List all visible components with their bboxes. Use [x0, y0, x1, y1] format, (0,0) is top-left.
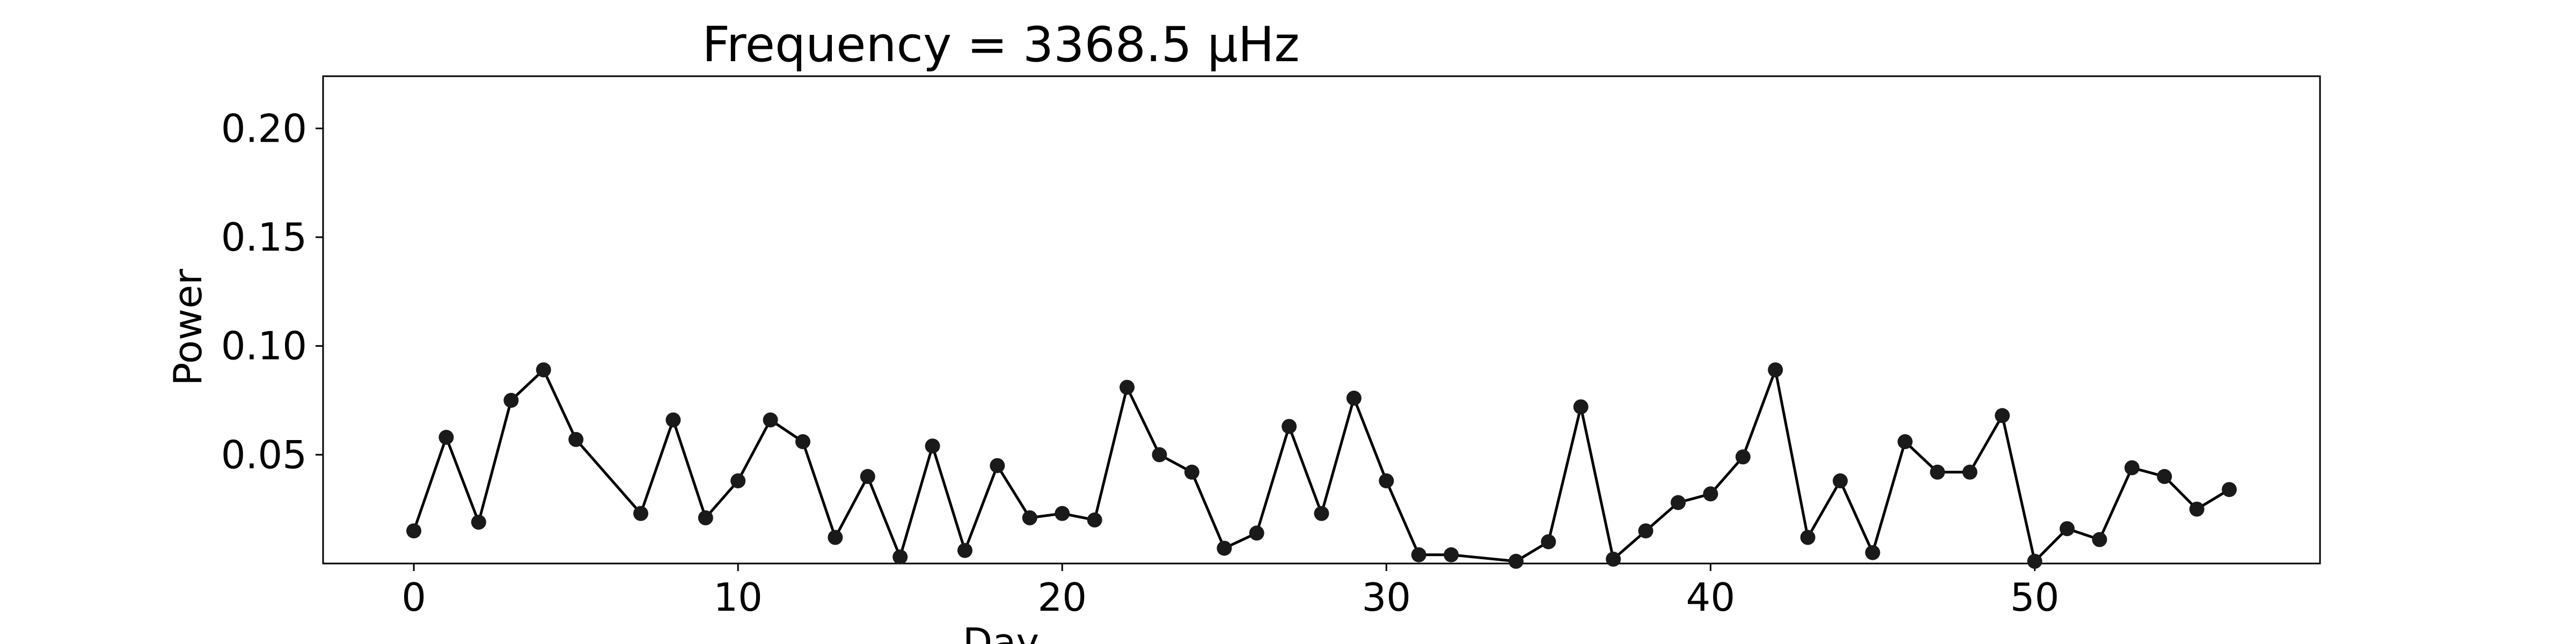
- data-point: [892, 549, 908, 565]
- data-point: [698, 510, 713, 525]
- data-point: [1703, 486, 1718, 502]
- data-point: [2124, 460, 2140, 475]
- y-tick-label: 0.15: [221, 215, 307, 260]
- chart-title: Frequency = 3368.5 μHz: [702, 17, 1299, 73]
- data-point: [957, 543, 972, 558]
- data-point: [2157, 469, 2172, 484]
- data-point: [536, 362, 551, 378]
- data-point: [1314, 506, 1329, 521]
- data-point: [795, 434, 810, 449]
- data-point: [2059, 521, 2075, 537]
- data-point: [1249, 525, 1264, 541]
- data-point: [1346, 390, 1362, 406]
- y-axis-ticks: 0.05 0.10 0.15 0.20: [221, 106, 323, 477]
- data-point: [1152, 447, 1167, 463]
- data-point: [2092, 532, 2107, 547]
- y-axis-label: Power: [165, 269, 210, 386]
- data-point: [1735, 449, 1751, 465]
- data-point: [1379, 473, 1394, 488]
- data-point: [990, 458, 1005, 473]
- data-point: [438, 429, 454, 445]
- data-point: [860, 469, 875, 484]
- data-point: [406, 523, 422, 539]
- data-point: [1087, 512, 1102, 528]
- axes: [322, 75, 2321, 565]
- data-point: [1573, 399, 1589, 415]
- data-series: [406, 362, 2237, 569]
- x-axis-ticks: 0 10 20 30 40 50: [401, 564, 2059, 620]
- x-axis-label: Day: [963, 620, 1039, 644]
- data-point: [1606, 551, 1621, 567]
- x-tick-label: 10: [713, 575, 763, 620]
- data-point: [1930, 464, 1945, 480]
- data-point: [2189, 501, 2205, 517]
- data-point: [1119, 379, 1135, 395]
- data-point: [828, 530, 843, 545]
- x-tick-label: 30: [1362, 575, 1411, 620]
- data-point: [1184, 464, 1199, 480]
- data-point: [1865, 545, 1880, 560]
- data-point: [1282, 419, 1297, 434]
- data-point: [1444, 547, 1459, 562]
- data-point: [503, 393, 519, 408]
- data-point: [1768, 362, 1783, 378]
- data-point: [1022, 510, 1037, 525]
- y-tick-label: 0.10: [221, 324, 307, 369]
- y-tick-label: 0.05: [221, 432, 307, 477]
- data-point: [925, 438, 940, 454]
- data-point: [1962, 464, 1978, 480]
- data-point: [1833, 473, 1848, 488]
- data-point: [1638, 523, 1653, 539]
- data-point: [1541, 534, 1556, 550]
- data-point: [730, 473, 746, 488]
- data-point: [1217, 540, 1232, 556]
- data-point: [1995, 408, 2010, 423]
- data-point: [471, 515, 486, 530]
- data-point: [633, 506, 648, 521]
- data-point: [1055, 506, 1070, 521]
- data-point: [1508, 553, 1524, 569]
- data-point: [665, 412, 681, 428]
- x-tick-label: 20: [1037, 575, 1087, 620]
- data-point: [1671, 495, 1686, 510]
- data-point: [763, 412, 778, 428]
- plot-frame: [322, 75, 2321, 565]
- data-point: [2027, 553, 2043, 569]
- y-tick-label: 0.20: [221, 106, 307, 151]
- x-tick-label: 40: [1686, 575, 1736, 620]
- x-tick-label: 0: [401, 575, 426, 620]
- data-point: [1411, 547, 1426, 562]
- x-tick-label: 50: [2010, 575, 2060, 620]
- data-point: [1800, 530, 1816, 545]
- data-point: [568, 431, 584, 447]
- data-point: [2221, 482, 2237, 497]
- data-point: [1897, 434, 1913, 449]
